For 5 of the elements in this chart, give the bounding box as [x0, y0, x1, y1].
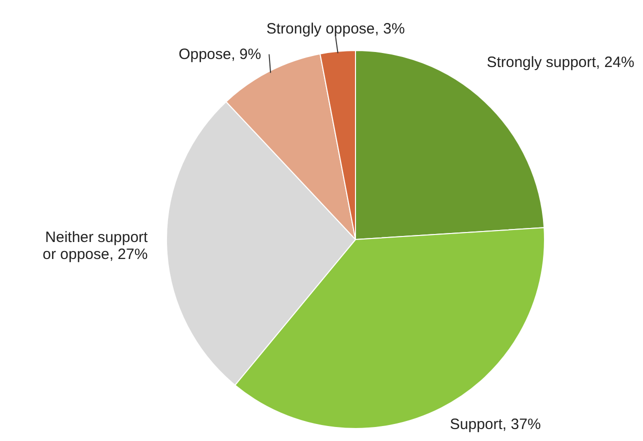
slice-label: Oppose, 9% — [178, 46, 262, 63]
slice-label: Support, 37% — [450, 416, 541, 434]
slice-label: Strongly support, 24% — [486, 54, 634, 71]
slice-label: Strongly oppose, 3% — [266, 20, 405, 38]
slice-label: Neither support or oppose, 27% — [42, 229, 149, 264]
